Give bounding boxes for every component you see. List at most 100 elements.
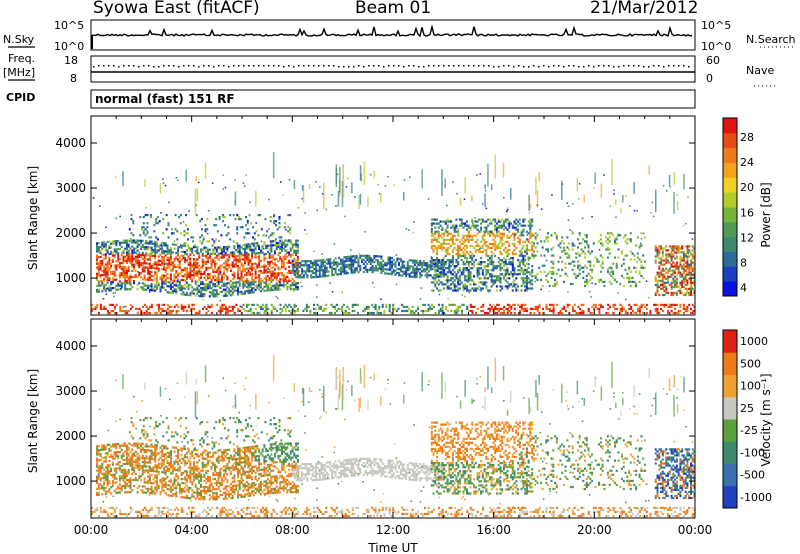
echo-cell <box>524 287 527 290</box>
echo-cell <box>460 238 463 241</box>
echo-cell <box>412 271 415 274</box>
echo-cell <box>279 288 282 291</box>
echo-cell <box>168 256 171 260</box>
echo-cell <box>237 267 239 270</box>
echo-cell <box>573 260 576 263</box>
echo-cell <box>357 311 359 315</box>
echo-cell <box>675 283 678 286</box>
echo-cell <box>219 271 222 274</box>
echo-cell <box>110 309 113 313</box>
echo-cell <box>394 269 397 272</box>
echo-cell <box>106 271 109 274</box>
echo-cell <box>430 228 433 231</box>
echo-cell <box>244 247 246 250</box>
echo-cell <box>527 266 530 269</box>
echo-cell <box>245 245 248 248</box>
echo-cell <box>198 254 201 257</box>
echo-cell <box>126 259 128 262</box>
echo-cell <box>501 273 504 276</box>
echo-cell <box>222 256 225 259</box>
echo-streak <box>359 193 362 205</box>
echo-cell <box>228 290 231 293</box>
echo-cell <box>136 261 139 264</box>
echo-streak <box>490 184 493 191</box>
echo-cell <box>332 273 335 276</box>
echo-cell <box>277 251 280 255</box>
echo-cell <box>541 246 544 249</box>
echo-cell <box>684 253 687 256</box>
echo-cell <box>571 309 574 313</box>
echo-cell <box>182 293 185 296</box>
echo-cell <box>196 292 199 295</box>
echo-cell <box>152 287 155 290</box>
echo-cell <box>467 269 470 272</box>
echo-cell <box>108 263 111 266</box>
echo-cell <box>177 258 180 261</box>
echo-cell <box>608 272 611 275</box>
echo-cell <box>289 214 292 217</box>
echo-cell <box>471 259 474 262</box>
nave-dot <box>138 66 140 68</box>
echo-cell <box>461 303 463 306</box>
echo-cell <box>667 253 670 256</box>
echo-cell <box>480 289 483 292</box>
echo-cell <box>519 305 522 308</box>
echo-cell <box>421 263 423 265</box>
nave-dot <box>223 65 225 67</box>
echo-cell <box>443 265 446 268</box>
echo-cell <box>207 248 209 251</box>
echo-cell <box>146 242 149 245</box>
echo-cell <box>180 289 183 292</box>
echo-cell <box>128 240 131 243</box>
echo-cell <box>609 205 612 207</box>
echo-cell <box>131 241 134 244</box>
echo-cell <box>117 260 120 263</box>
echo-cell <box>483 283 486 286</box>
echo-cell <box>213 240 216 243</box>
echo-cell <box>656 303 659 306</box>
echo-cell <box>104 253 107 256</box>
echo-cell <box>236 232 239 235</box>
echo-cell <box>161 268 164 271</box>
echo-cell <box>284 307 287 310</box>
echo-cell <box>362 309 365 313</box>
echo-cell <box>231 283 234 286</box>
echo-cell <box>591 270 594 273</box>
echo-streak <box>615 199 617 205</box>
echo-cell <box>485 250 488 254</box>
echo-cell <box>443 232 446 235</box>
echo-cell <box>550 270 553 273</box>
echo-cell <box>177 266 180 269</box>
echo-cell <box>127 277 130 281</box>
echo-cell <box>652 215 655 218</box>
echo-cell <box>614 240 616 243</box>
echo-cell <box>295 251 298 254</box>
echo-cell <box>545 236 548 239</box>
echo-streak <box>234 191 237 206</box>
echo-cell <box>275 278 278 281</box>
echo-cell <box>292 269 295 272</box>
echo-cell <box>432 250 435 254</box>
echo-cell <box>429 305 432 308</box>
nsky-trace <box>91 24 693 49</box>
echo-cell <box>473 234 475 237</box>
echo-cell <box>471 252 474 256</box>
echo-cell <box>667 277 670 280</box>
echo-cell <box>164 280 167 283</box>
echo-cell <box>675 273 678 276</box>
echo-cell <box>581 217 584 220</box>
echo-cell <box>316 209 318 212</box>
echo-cell <box>320 275 323 278</box>
echo-cell <box>235 249 238 252</box>
echo-cell <box>131 261 134 264</box>
echo-cell <box>489 309 492 313</box>
nave-dot <box>483 65 485 67</box>
echo-cell <box>573 244 576 247</box>
echo-cell <box>675 279 678 282</box>
echo-cell <box>306 276 309 279</box>
echo-cell <box>273 214 276 217</box>
echo-cell <box>499 277 502 280</box>
echo-cell <box>473 289 475 292</box>
echo-cell <box>499 232 502 235</box>
echo-cell <box>436 252 438 256</box>
